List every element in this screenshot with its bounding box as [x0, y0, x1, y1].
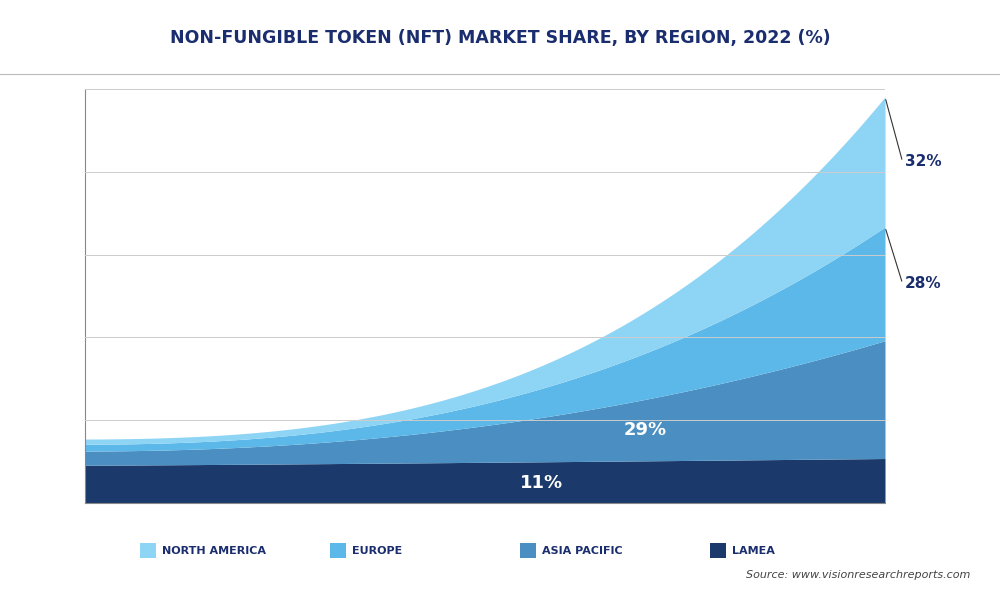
Text: 32%: 32% — [905, 155, 942, 169]
Text: NORTH AMERICA: NORTH AMERICA — [162, 546, 266, 555]
Text: ASIA PACIFIC: ASIA PACIFIC — [542, 546, 623, 555]
Text: NON-FUNGIBLE TOKEN (NFT) MARKET SHARE, BY REGION, 2022 (%): NON-FUNGIBLE TOKEN (NFT) MARKET SHARE, B… — [170, 30, 830, 47]
Text: 29%: 29% — [623, 421, 667, 439]
Text: Source: www.visionresearchreports.com: Source: www.visionresearchreports.com — [746, 570, 970, 580]
Text: 28%: 28% — [905, 276, 942, 291]
Text: 11%: 11% — [519, 474, 563, 491]
Text: LAMEA: LAMEA — [732, 546, 775, 555]
Text: EUROPE: EUROPE — [352, 546, 402, 555]
